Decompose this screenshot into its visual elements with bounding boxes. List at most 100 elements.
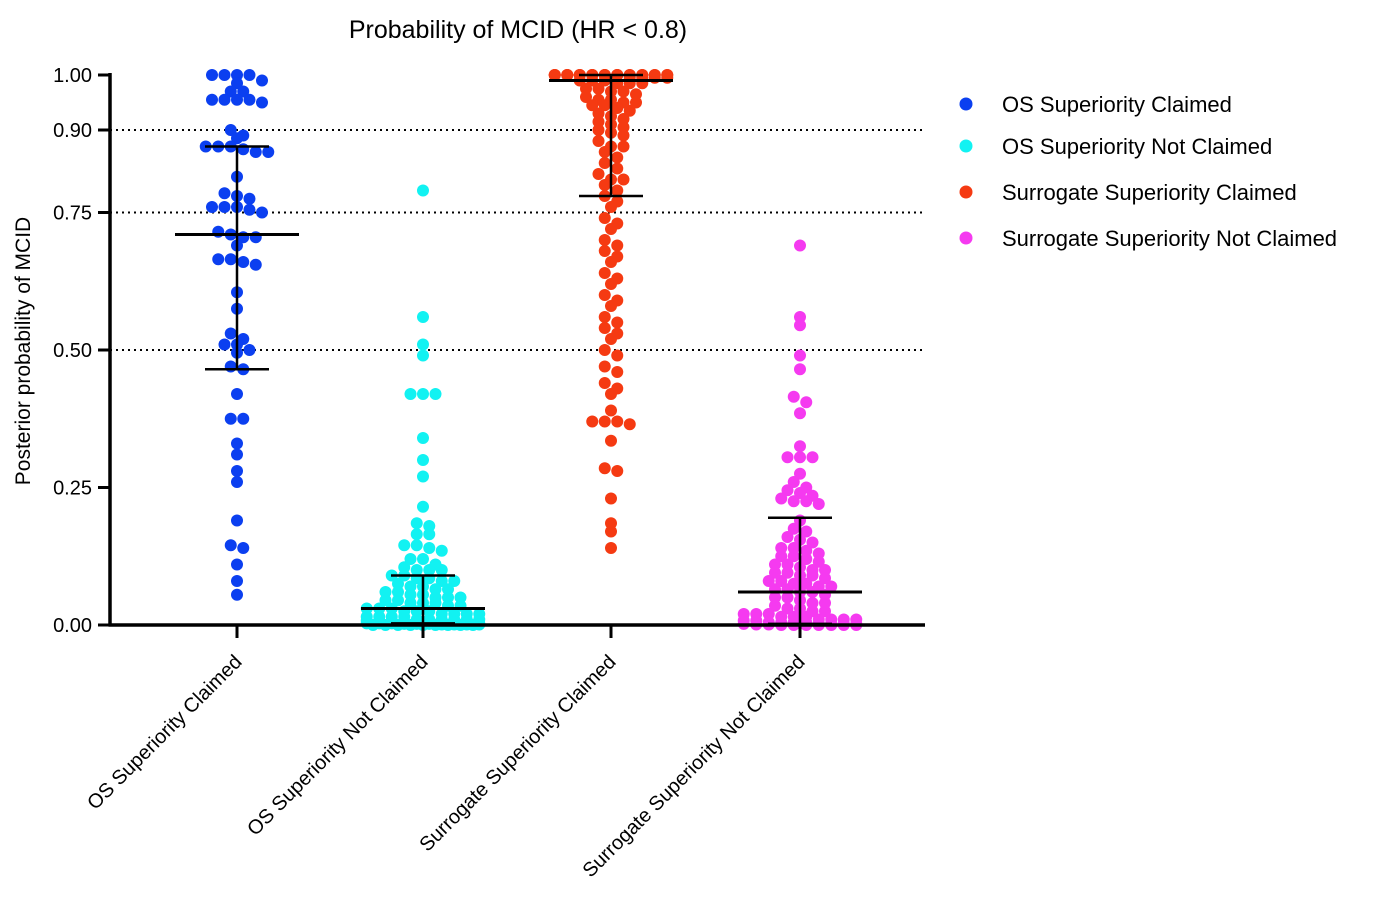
data-point: [611, 162, 624, 175]
data-point: [611, 415, 624, 428]
data-point: [435, 564, 448, 576]
data-points: [199, 69, 863, 631]
data-point: [611, 316, 624, 329]
data-point: [379, 586, 392, 598]
data-point: [605, 300, 617, 312]
data-point: [806, 597, 819, 609]
data-point: [237, 85, 250, 98]
data-point: [243, 69, 256, 81]
legend-label: Surrogate Superiority Claimed: [1002, 180, 1297, 205]
data-point: [762, 608, 775, 620]
data-point: [580, 82, 592, 95]
data-point: [218, 338, 231, 351]
x-tick-label: Surrogate Superiority Claimed: [416, 651, 621, 856]
data-point: [787, 495, 800, 508]
data-point: [404, 588, 417, 601]
data-point: [598, 146, 611, 158]
data-point: [435, 575, 448, 587]
x-tick-label: OS Superiority Not Claimed: [243, 651, 432, 840]
data-point: [237, 542, 250, 554]
data-point: [794, 239, 806, 252]
summary-bars: [175, 73, 862, 626]
data-point: [417, 349, 429, 362]
data-point: [423, 564, 436, 576]
data-point: [417, 388, 429, 400]
data-point: [404, 597, 417, 609]
data-point: [806, 536, 819, 549]
data-point: [404, 388, 417, 400]
data-point: [243, 93, 256, 106]
data-point: [410, 528, 423, 541]
data-point: [794, 487, 806, 499]
data-point: [781, 591, 794, 604]
data-point: [417, 432, 429, 444]
data-point: [623, 104, 636, 117]
data-point: [598, 360, 611, 373]
data-point: [218, 201, 231, 213]
data-point: [617, 173, 630, 186]
data-point: [592, 82, 605, 95]
data-point: [812, 498, 825, 510]
data-point: [548, 69, 561, 81]
data-point: [769, 566, 781, 579]
data-point: [769, 591, 781, 604]
data-point: [598, 344, 611, 356]
legend-marker: [959, 185, 973, 199]
data-point: [392, 586, 404, 598]
data-point: [592, 135, 605, 147]
data-point: [423, 528, 436, 541]
data-point: [435, 544, 448, 557]
data-point: [442, 591, 454, 604]
legend-label: Surrogate Superiority Not Claimed: [1002, 226, 1337, 251]
data-point: [231, 476, 243, 488]
data-point: [249, 258, 262, 271]
data-point: [249, 146, 262, 158]
data-point: [598, 377, 611, 389]
data-point: [598, 157, 611, 169]
data-point: [379, 594, 392, 607]
data-point: [231, 558, 243, 571]
data-point: [781, 484, 794, 497]
data-point: [410, 564, 423, 576]
legend-label: OS Superiority Claimed: [1002, 92, 1232, 117]
y-tick-label: 0.90: [53, 120, 92, 142]
data-point: [561, 69, 574, 81]
data-point: [262, 146, 275, 158]
data-point: [404, 580, 417, 593]
data-point: [769, 599, 781, 612]
data-point: [605, 525, 617, 538]
data-point: [819, 605, 831, 618]
data-point: [448, 575, 461, 587]
data-point: [605, 223, 617, 235]
data-point: [775, 550, 788, 563]
data-point: [454, 591, 467, 604]
data-point: [787, 390, 800, 403]
data-point: [224, 85, 237, 98]
data-point: [237, 143, 250, 156]
data-point: [243, 344, 256, 356]
data-point: [398, 539, 411, 552]
data-point: [231, 514, 243, 527]
data-point: [819, 572, 831, 585]
y-tick-label: 0.50: [53, 340, 92, 362]
data-point: [410, 517, 423, 530]
data-point: [231, 448, 243, 461]
data-point: [781, 558, 794, 571]
data-point: [417, 454, 429, 466]
data-point: [256, 96, 268, 109]
data-point: [787, 522, 800, 535]
data-point: [598, 311, 611, 323]
data-point: [794, 349, 806, 362]
legend-label: OS Superiority Not Claimed: [1002, 134, 1272, 159]
data-point: [417, 184, 429, 197]
data-point: [243, 192, 256, 205]
y-tick-label: 0.25: [53, 478, 92, 500]
data-point: [787, 550, 800, 563]
reference-lines: [110, 129, 925, 351]
data-point: [611, 184, 624, 197]
data-point: [611, 366, 624, 378]
data-point: [605, 517, 617, 530]
data-point: [404, 553, 417, 565]
data-point: [611, 349, 624, 362]
